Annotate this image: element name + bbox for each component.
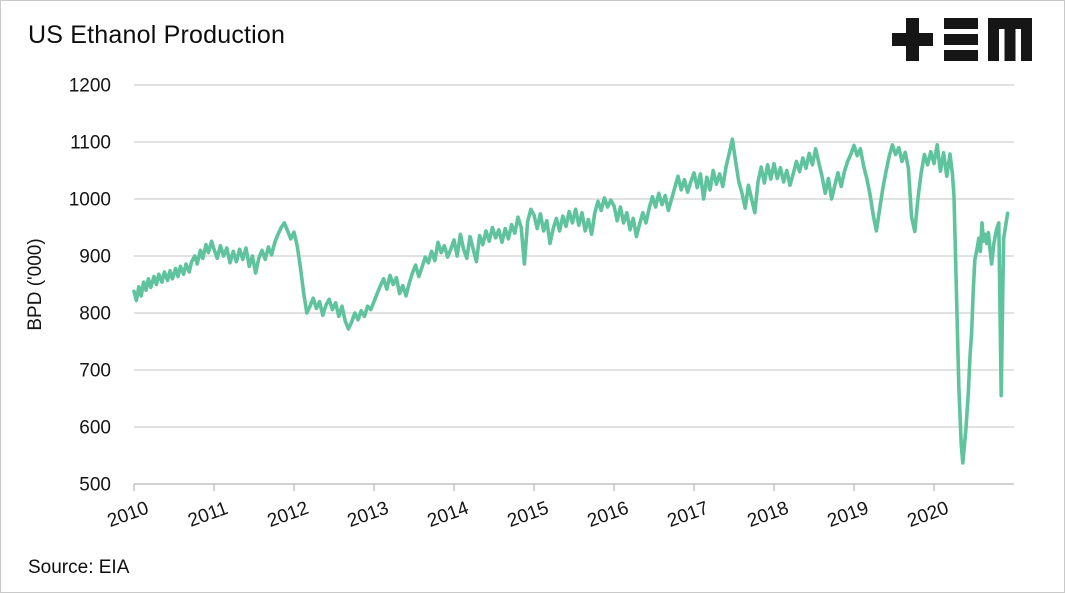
- x-axis: [133, 483, 1014, 491]
- x-tick-label: 2020: [905, 498, 952, 532]
- y-tick-label: 1000: [69, 190, 111, 211]
- x-tick-label: 2011: [185, 498, 231, 532]
- plus-bars-m-logo-icon: [892, 18, 1032, 61]
- x-tick-label: 2015: [505, 498, 552, 532]
- x-tick-label: 2016: [585, 498, 632, 532]
- y-tick-label: 1100: [70, 133, 111, 154]
- y-tick-labels: 500 600 700 800 900 1000 1100 1200: [69, 76, 111, 496]
- x-tick-label: 2018: [745, 498, 792, 532]
- x-tick-label: 2019: [825, 498, 872, 532]
- x-tick-label: 2010: [105, 498, 152, 532]
- x-tick-label: 2012: [265, 498, 312, 532]
- source-label: Source: EIA: [28, 557, 130, 578]
- data-line: [132, 137, 1010, 465]
- y-tick-label: 600: [79, 418, 111, 439]
- x-tick-label: 2017: [665, 498, 712, 532]
- y-tick-label: 500: [79, 475, 111, 496]
- y-tick-label: 800: [79, 304, 111, 325]
- y-tick-label: 1200: [69, 76, 111, 97]
- x-tick-label: 2014: [425, 498, 472, 532]
- page-title: US Ethanol Production: [28, 21, 286, 49]
- x-tick-labels: 2010 2011 2012 2013 2014 2015 2016 2017 2018 2019…: [105, 498, 952, 532]
- y-axis-label: BPD ('000): [25, 238, 46, 330]
- x-tick-label: 2013: [345, 498, 392, 532]
- y-tick-label: 900: [79, 247, 111, 268]
- y-gridlines: [134, 84, 1014, 428]
- y-tick-label: 700: [79, 361, 111, 382]
